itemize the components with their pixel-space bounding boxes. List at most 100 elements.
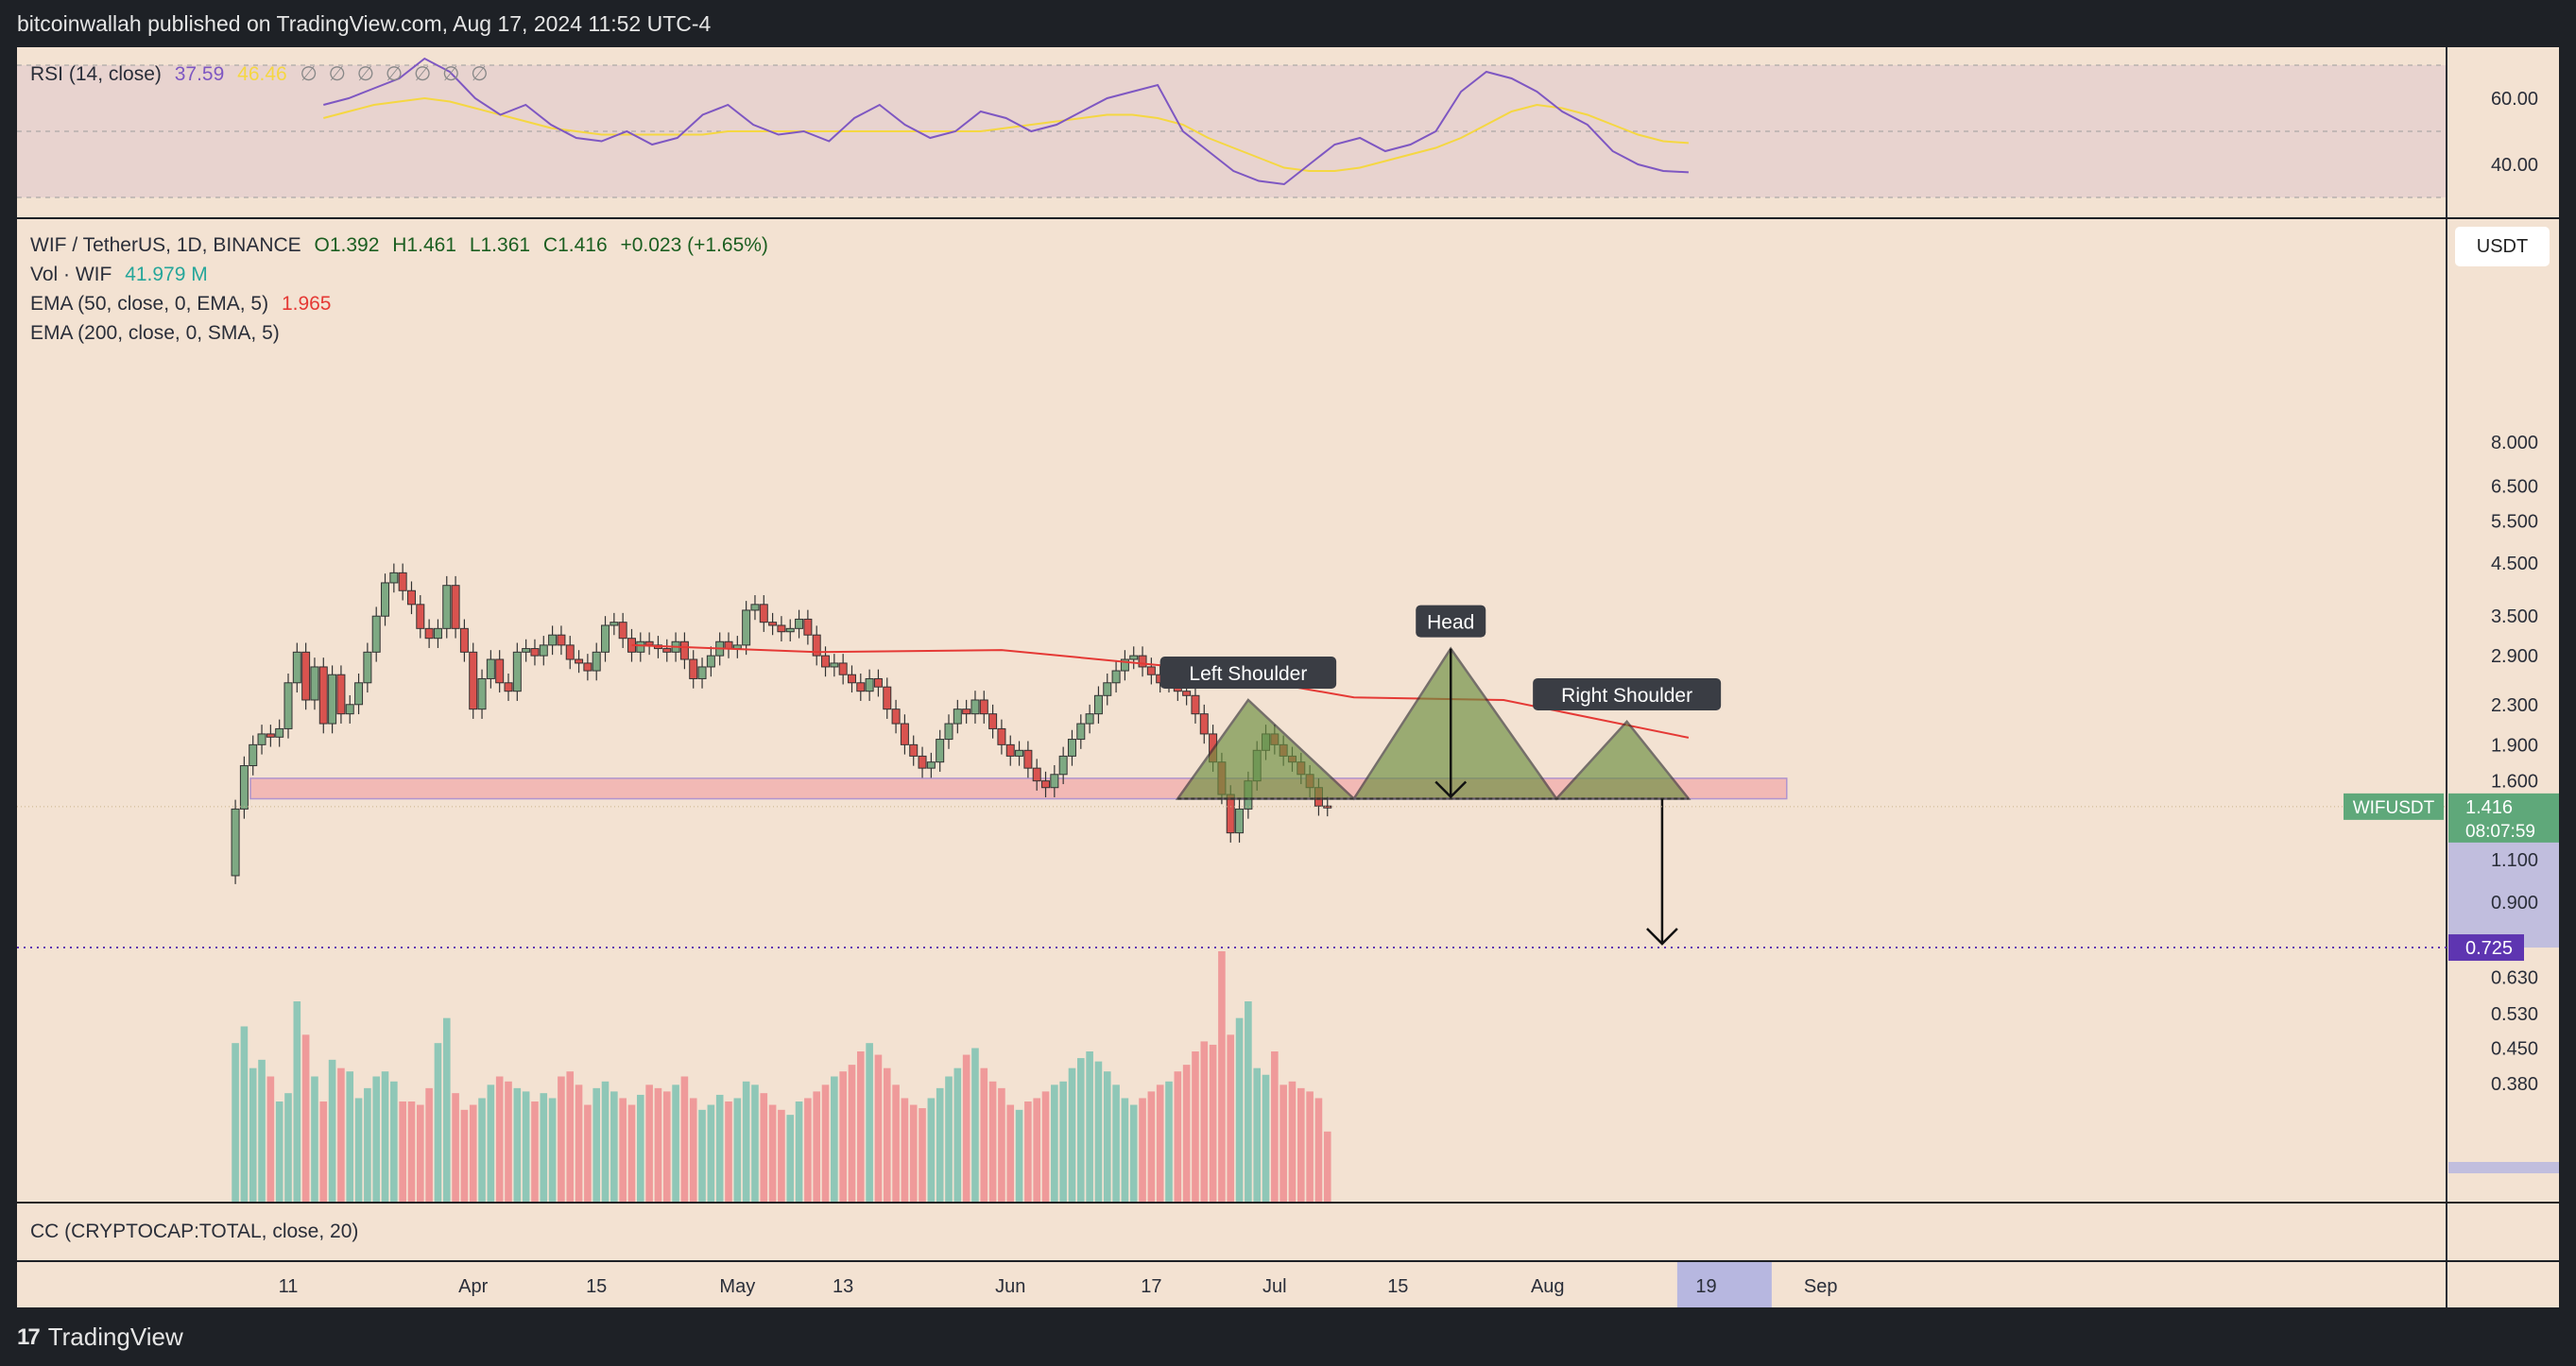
volume-bar: [522, 1091, 530, 1202]
price-tick: 6.500: [2491, 476, 2538, 497]
price-tick: 1.600: [2491, 772, 2538, 793]
candle-body: [1085, 713, 1094, 725]
volume-bar: [390, 1081, 398, 1202]
candle-body: [1120, 658, 1129, 672]
candle-body: [689, 658, 698, 679]
volume-bar: [654, 1087, 662, 1202]
volume-bar: [1182, 1065, 1191, 1202]
footer-bar: 17 TradingView: [0, 1307, 2576, 1366]
tradingview-brand: TradingView: [47, 1323, 183, 1351]
volume-bar: [795, 1101, 803, 1202]
candle-body: [398, 572, 407, 591]
volume-bar: [584, 1104, 592, 1202]
candle-body: [838, 662, 848, 675]
volume-bar: [1033, 1098, 1040, 1202]
candle-body: [873, 677, 883, 688]
time-tick: Sep: [1804, 1276, 1838, 1297]
volume-bar: [627, 1104, 636, 1202]
volume-bar: [346, 1071, 354, 1202]
last-price-bg: [2448, 793, 2559, 843]
volume-bar: [786, 1115, 795, 1202]
volume-bar: [319, 1101, 328, 1202]
volume-bar: [839, 1071, 847, 1202]
volume-bar: [962, 1054, 970, 1202]
volume-legend[interactable]: Vol · WIF 41.979 M: [30, 264, 215, 286]
time-axis[interactable]: 11 Apr 15 May 13 Jun 17 Jul 15 Aug 19 Sep: [17, 1262, 2559, 1307]
head-height-arrow-head: [1434, 780, 1468, 799]
candle-body: [785, 627, 795, 633]
tradingview-logo[interactable]: 17 TradingView: [17, 1323, 183, 1352]
volume-bar: [399, 1101, 406, 1202]
volume-bar: [381, 1071, 389, 1202]
candle-body: [636, 640, 645, 653]
price-tick: 5.500: [2491, 511, 2538, 532]
volume-bar: [1235, 1017, 1244, 1202]
rsi-ma-line: [323, 96, 1689, 172]
change-value: +0.023 (+1.65%): [620, 234, 768, 256]
volume-bar: [1165, 1081, 1173, 1202]
ema200-legend[interactable]: EMA (200, close, 0, SMA, 5): [30, 322, 287, 345]
candle-body: [249, 743, 258, 767]
price-tick: 0.450: [2491, 1038, 2538, 1059]
rsi-tick: 60.00: [2491, 89, 2538, 110]
candle-body: [750, 604, 760, 611]
candle-body: [1138, 655, 1147, 668]
volume-bar: [469, 1104, 477, 1202]
volume-bar: [1086, 1051, 1093, 1202]
candle-body: [847, 674, 856, 684]
ohlc-legend[interactable]: WIF / TetherUS, 1D, BINANCE O1.392 H1.46…: [30, 234, 776, 257]
candle-body: [565, 644, 575, 660]
time-tick: Aug: [1531, 1276, 1565, 1297]
pattern-label-bg: [1159, 656, 1337, 689]
candle-body: [459, 627, 469, 653]
volume-bar: [751, 1084, 759, 1202]
rsi-panel[interactable]: 60.00 40.00 RSI (14, close) 37.59 46.46 ∅…: [17, 47, 2559, 217]
volume-bar: [883, 1067, 891, 1202]
volume-bar: [548, 1098, 557, 1202]
volume-bar: [442, 1017, 451, 1202]
candle-body: [301, 651, 311, 701]
volume-bar: [328, 1059, 336, 1202]
volume-bar: [1314, 1098, 1323, 1202]
candle-body: [821, 655, 831, 668]
candle-body: [1323, 805, 1332, 809]
main-chart-panel[interactable]: Left Shoulder Head Right Shoulder 8.000 6.50…: [17, 219, 2559, 1202]
volume-label: Vol · WIF: [30, 264, 112, 285]
price-tick: 0.630: [2491, 967, 2538, 988]
candle-body: [724, 640, 733, 650]
volume-bar: [1129, 1104, 1138, 1202]
volume-bar: [1051, 1084, 1058, 1202]
candle-body: [1050, 774, 1059, 789]
volume-bar: [866, 1043, 873, 1202]
rsi-chart: 60.00 40.00: [17, 47, 2559, 217]
target-price: 0.725: [2465, 938, 2513, 959]
volume-bar: [857, 1051, 865, 1202]
volume-bar: [1139, 1098, 1146, 1202]
volume-bar: [301, 1034, 310, 1202]
volume-bar: [434, 1043, 442, 1202]
rsi-legend[interactable]: RSI (14, close) 37.59 46.46 ∅ ∅ ∅ ∅ ∅ ∅ …: [30, 62, 499, 86]
candle-body: [1226, 794, 1235, 834]
candle-body: [310, 666, 319, 701]
symbol-tag: WIFUSDT: [2353, 798, 2435, 818]
candle-body: [1093, 694, 1103, 715]
volume-bar: [337, 1067, 345, 1202]
time-tick: 13: [833, 1276, 853, 1297]
candle-body: [618, 622, 627, 640]
rsi-label: RSI (14, close): [30, 63, 162, 85]
volume-bar: [601, 1081, 610, 1202]
price-tick: 2.900: [2491, 646, 2538, 667]
candle-body: [944, 723, 953, 741]
candle-body: [1191, 694, 1200, 715]
cc-panel[interactable]: CC (CRYPTOCAP:TOTAL, close, 20): [17, 1204, 2559, 1260]
candle-body: [557, 634, 566, 646]
pattern-label: Head: [1427, 612, 1474, 634]
ema50-legend[interactable]: EMA (50, close, 0, EMA, 5) 1.965: [30, 293, 339, 316]
time-tick: Apr: [458, 1276, 488, 1297]
currency-button[interactable]: USDT: [2455, 227, 2550, 266]
candle-body: [442, 585, 452, 629]
candle-body: [1076, 723, 1086, 741]
pattern-label-bg: [1533, 677, 1722, 710]
candle-body: [504, 682, 513, 692]
cc-legend[interactable]: CC (CRYPTOCAP:TOTAL, close, 20): [30, 1221, 366, 1243]
